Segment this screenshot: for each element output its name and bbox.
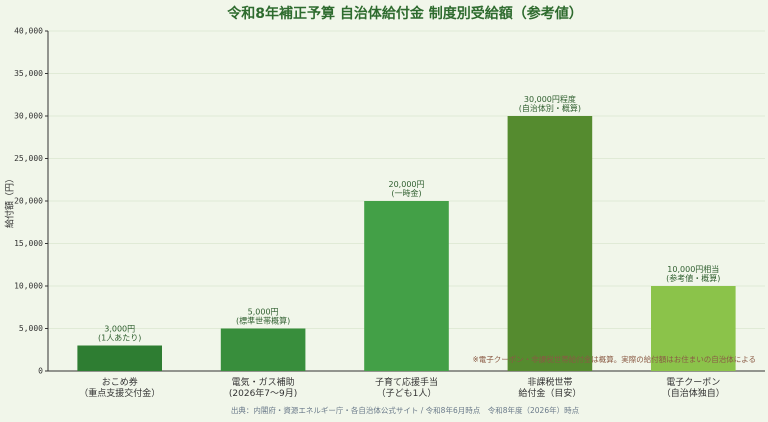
y-tick-label: 25,000 (14, 154, 43, 163)
y-tick-label: 30,000 (14, 112, 43, 121)
value-label: 20,000円(一時金) (389, 180, 425, 198)
y-tick-label: 5,000 (19, 324, 43, 333)
y-tick-label: 40,000 (14, 27, 43, 36)
y-axis-label: 給付額（円） (4, 174, 16, 228)
value-label: 3,000円(1人あたり) (98, 324, 141, 342)
y-tick-label: 10,000 (14, 282, 43, 291)
x-tick-label: おこめ券（重点支援交付金） (79, 376, 160, 399)
bar (650, 286, 736, 371)
bar (364, 201, 449, 371)
bar (77, 345, 163, 371)
value-label: 30,000円程度(自治体別・概算) (519, 94, 581, 113)
annotation: ※電子クーポン・非課税世帯給付金は概算。実際の給付額はお住まいの自治体による (472, 354, 756, 364)
source: 出典：内閣府・資源エネルギー庁・各自治体公式サイト / 令和8年6月時点 令和8… (231, 405, 580, 415)
value-label: 10,000円相当(参考値・概算) (666, 264, 720, 283)
y-tick-label: 0 (38, 367, 43, 376)
x-tick-label: 子育て応援手当（子ども1人） (375, 376, 438, 399)
bar (507, 116, 593, 371)
bar (220, 328, 306, 371)
y-tick-label: 35,000 (14, 69, 43, 78)
x-tick-label: 電気・ガス補助(2026年7〜9月) (229, 376, 297, 399)
y-tick-label: 20,000 (14, 197, 43, 206)
y-tick-label: 15,000 (14, 239, 43, 248)
x-tick-label: 電子クーポン（自治体独自） (662, 377, 725, 399)
value-label: 5,000円(標準世帯概算) (236, 307, 290, 325)
chart-title: 令和8年補正予算 自治体給付金 制度別受給額（参考値） (226, 5, 583, 22)
x-tick-label: 非課税世帯給付金（目安） (518, 376, 581, 399)
